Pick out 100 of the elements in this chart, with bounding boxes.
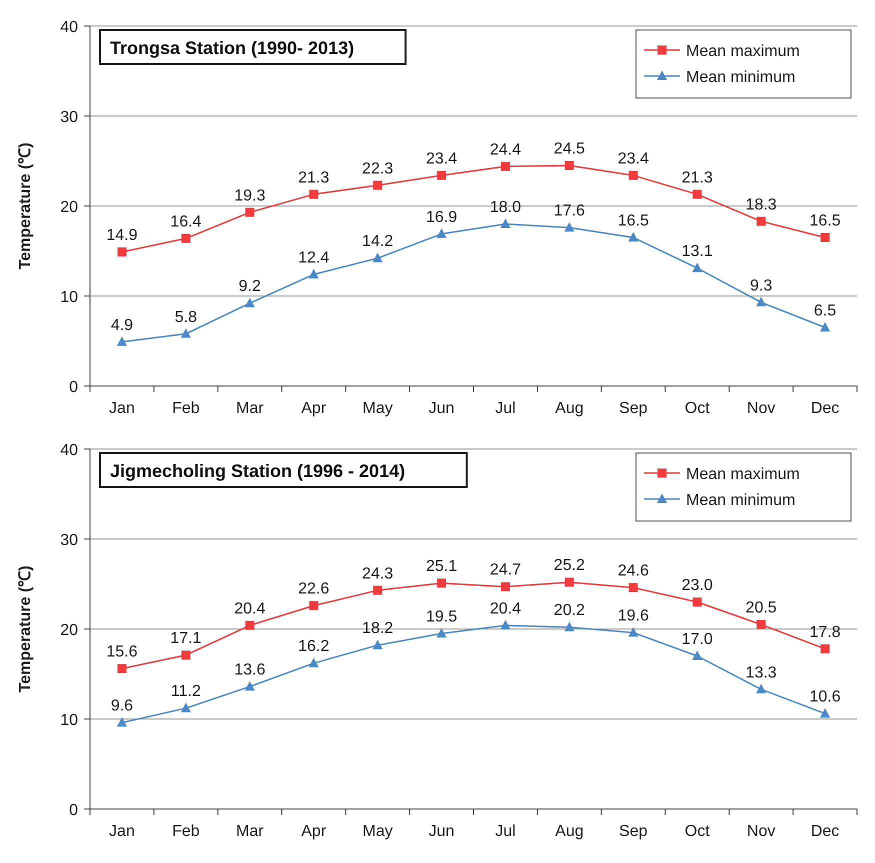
x-tick-label: May bbox=[362, 823, 393, 840]
data-label: 23.4 bbox=[426, 150, 458, 168]
x-tick-label: Jan bbox=[109, 400, 135, 417]
data-label: 24.7 bbox=[490, 562, 522, 579]
point bbox=[436, 628, 447, 638]
point bbox=[820, 233, 830, 242]
point bbox=[308, 268, 319, 278]
point bbox=[245, 208, 254, 217]
data-label: 20.4 bbox=[234, 600, 266, 618]
data-label: 19.6 bbox=[618, 608, 649, 625]
point bbox=[820, 644, 830, 654]
x-tick-label: Nov bbox=[746, 400, 776, 417]
x-tick-label: Nov bbox=[746, 823, 776, 840]
x-tick-label: Jul bbox=[495, 823, 516, 840]
point bbox=[116, 336, 127, 346]
point bbox=[756, 620, 766, 629]
data-label: 20.4 bbox=[490, 600, 522, 618]
x-tick-label: Dec bbox=[810, 823, 840, 840]
point bbox=[437, 170, 446, 180]
x-tick-label: Apr bbox=[301, 400, 327, 417]
data-label: 18.3 bbox=[746, 196, 777, 214]
point bbox=[564, 161, 574, 170]
legend-label: Mean maximum bbox=[686, 466, 800, 483]
data-label: 23.0 bbox=[682, 577, 713, 594]
data-label: 16.2 bbox=[298, 638, 330, 656]
point bbox=[437, 578, 446, 588]
text: Jigmecholing Station (1996 - 2014) bbox=[110, 461, 406, 481]
point bbox=[564, 222, 574, 232]
x-tick-label: Apr bbox=[301, 823, 327, 840]
data-label: 15.6 bbox=[106, 644, 138, 661]
x-tick-label: Oct bbox=[684, 400, 710, 417]
data-label: 16.4 bbox=[170, 213, 202, 230]
data-label: 24.3 bbox=[362, 565, 394, 582]
point bbox=[309, 601, 318, 610]
text: Trongsa Station (1990- 2013) bbox=[110, 38, 354, 58]
data-label: 6.5 bbox=[814, 302, 836, 320]
data-label: 18.2 bbox=[362, 620, 394, 638]
point bbox=[628, 583, 638, 592]
point bbox=[180, 328, 191, 338]
y-axis-title: Temperature (℃) bbox=[17, 566, 34, 692]
y-tick-label: 10 bbox=[60, 712, 78, 729]
data-label: 9.2 bbox=[238, 278, 262, 296]
data-label: 17.8 bbox=[809, 624, 841, 641]
y-tick-label: 0 bbox=[69, 802, 78, 819]
data-label: 13.6 bbox=[234, 662, 266, 679]
point bbox=[756, 296, 766, 306]
data-label: 25.2 bbox=[554, 557, 586, 574]
data-label: 20.5 bbox=[746, 600, 777, 616]
point bbox=[564, 622, 574, 632]
point bbox=[308, 658, 319, 668]
x-tick-label: Feb bbox=[172, 823, 200, 840]
point bbox=[373, 180, 382, 190]
data-label: 20.2 bbox=[554, 602, 586, 620]
x-tick-label: Sep bbox=[619, 823, 648, 840]
point bbox=[756, 216, 766, 226]
y-axis-title: Temperature (℃) bbox=[17, 142, 34, 270]
x-tick-label: Jun bbox=[428, 400, 454, 417]
legend-label: Mean minimum bbox=[686, 69, 796, 86]
point bbox=[756, 684, 766, 694]
data-label: 14.2 bbox=[362, 233, 394, 250]
data-label: 5.8 bbox=[174, 308, 198, 326]
point bbox=[628, 170, 638, 180]
x-tick-label: Oct bbox=[684, 823, 710, 840]
point bbox=[309, 190, 318, 199]
data-label: 19.3 bbox=[234, 187, 266, 204]
data-label: 4.9 bbox=[110, 316, 134, 334]
point bbox=[117, 247, 126, 256]
data-label: 24.4 bbox=[490, 141, 522, 158]
point bbox=[500, 162, 510, 171]
data-label: 9.6 bbox=[110, 698, 134, 715]
point bbox=[500, 620, 510, 630]
point bbox=[436, 228, 447, 238]
point bbox=[245, 620, 254, 630]
x-tick-label: Mar bbox=[236, 823, 264, 840]
data-label: 22.3 bbox=[362, 160, 394, 178]
data-label: 19.5 bbox=[426, 608, 458, 626]
point bbox=[692, 190, 702, 199]
data-label: 11.2 bbox=[170, 683, 201, 700]
point bbox=[820, 708, 830, 718]
point bbox=[180, 702, 191, 712]
x-tick-label: Jan bbox=[109, 823, 135, 840]
x-tick-label: Sep bbox=[619, 400, 648, 417]
data-label: 24.5 bbox=[554, 140, 586, 158]
y-tick-label: 40 bbox=[60, 19, 78, 36]
data-label: 16.5 bbox=[809, 212, 841, 230]
legend-label: Mean maximum bbox=[686, 43, 800, 60]
point bbox=[372, 252, 383, 262]
legend-label: Mean minimum bbox=[686, 492, 796, 509]
point bbox=[117, 664, 126, 674]
data-label: 13.3 bbox=[746, 664, 777, 682]
y-tick-label: 40 bbox=[60, 442, 78, 459]
x-tick-label: Mar bbox=[236, 400, 264, 417]
point bbox=[244, 681, 255, 691]
x-tick-label: Dec bbox=[810, 400, 840, 417]
x-tick-label: Aug bbox=[555, 823, 584, 840]
point bbox=[628, 232, 638, 242]
y-tick-label: 10 bbox=[60, 289, 78, 306]
point bbox=[692, 262, 702, 272]
data-label: 17.1 bbox=[170, 630, 202, 648]
data-label: 16.9 bbox=[426, 208, 458, 226]
